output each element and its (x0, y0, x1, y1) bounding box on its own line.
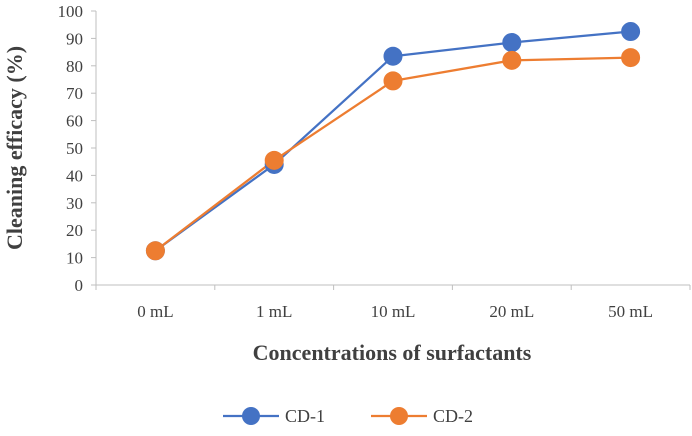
y-tick-label: 60 (66, 112, 83, 131)
data-point-cd-2 (145, 241, 165, 261)
data-point-cd-2 (621, 48, 641, 68)
data-point-cd-2 (502, 50, 522, 70)
data-point-cd-2 (264, 150, 284, 170)
x-tick-label: 50 mL (608, 302, 653, 321)
y-tick-label: 40 (66, 166, 83, 185)
legend-marker-cd-1 (242, 407, 260, 425)
x-axis: 0 mL 1 mL 10 mL 20 mL 50 mL (95, 284, 691, 321)
y-tick-label: 70 (66, 84, 83, 103)
x-tick-label: 1 mL (256, 302, 292, 321)
y-tick-label: 100 (58, 2, 84, 21)
legend: CD-1 CD-2 (223, 406, 473, 426)
y-tick-label: 30 (66, 194, 83, 213)
y-axis-title: Cleaning efficacy (%) (2, 46, 27, 250)
y-tick-label: 80 (66, 57, 83, 76)
legend-label-cd-2: CD-2 (433, 406, 473, 426)
legend-marker-cd-2 (390, 407, 408, 425)
y-tick-label: 50 (66, 139, 83, 158)
data-point-cd-1 (502, 33, 522, 53)
data-point-cd-2 (383, 71, 403, 91)
series-layer (145, 22, 641, 261)
legend-label-cd-1: CD-1 (285, 406, 325, 426)
y-tick-label: 10 (66, 249, 83, 268)
y-axis: 0 10 20 30 40 50 60 70 80 90 100 (58, 2, 97, 295)
x-tick-label: 10 mL (371, 302, 416, 321)
data-point-cd-1 (383, 46, 403, 66)
x-axis-title: Concentrations of surfactants (253, 340, 532, 365)
data-point-cd-1 (621, 22, 641, 42)
x-tick-label: 20 mL (489, 302, 534, 321)
y-tick-label: 20 (66, 221, 83, 240)
y-tick-label: 90 (66, 29, 83, 48)
y-tick-label: 0 (75, 276, 84, 295)
x-tick-label: 0 mL (137, 302, 173, 321)
